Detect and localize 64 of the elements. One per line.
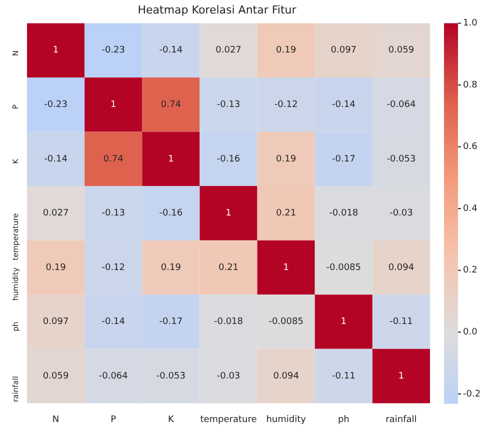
data-label: -0.11 bbox=[332, 371, 356, 382]
color-bar-label: 1.0 bbox=[463, 18, 478, 29]
data-label: 0.19 bbox=[160, 262, 182, 273]
data-label: 0.74 bbox=[160, 100, 182, 110]
data-label: -0.064 bbox=[98, 371, 128, 382]
data-label: 1 bbox=[340, 317, 347, 328]
data-label: -0.14 bbox=[159, 46, 183, 56]
data-label: 0.094 bbox=[388, 262, 414, 273]
data-label: -0.17 bbox=[332, 154, 356, 164]
x-tick-label: P bbox=[110, 414, 117, 425]
data-label: 0.19 bbox=[46, 262, 66, 273]
data-label: 0.21 bbox=[276, 208, 296, 219]
color-bar-label: 0.2 bbox=[463, 266, 478, 276]
data-label: -0.12 bbox=[102, 262, 126, 273]
data-label: -0.018 bbox=[329, 208, 358, 219]
x-tick-label: N bbox=[52, 414, 60, 425]
data-label: -0.018 bbox=[214, 317, 244, 328]
data-label: -0.053 bbox=[386, 154, 416, 164]
x-tick-label: temperature bbox=[200, 414, 258, 425]
data-label: 0.097 bbox=[330, 46, 357, 56]
data-label: 0.19 bbox=[276, 154, 296, 164]
color-bar-label: 0.8 bbox=[463, 80, 478, 90]
data-label: 1 bbox=[226, 208, 232, 219]
color-bar-label: 0.6 bbox=[463, 142, 478, 152]
data-label: 1 bbox=[110, 100, 116, 110]
chart-title: Heatmap Korelasi Antar Fitur bbox=[138, 3, 297, 16]
data-label: -0.03 bbox=[216, 371, 240, 382]
data-label: -0.11 bbox=[390, 317, 413, 328]
data-label: -0.13 bbox=[102, 208, 126, 219]
x-tick-label: rainfall bbox=[386, 414, 417, 425]
data-label: 1 bbox=[52, 46, 59, 56]
data-label: 0.094 bbox=[273, 371, 300, 382]
data-label: 1 bbox=[283, 262, 289, 273]
data-label: -0.14 bbox=[102, 317, 126, 328]
data-label: 0.097 bbox=[42, 317, 69, 328]
data-label: -0.0085 bbox=[326, 262, 362, 273]
data-label: -0.053 bbox=[156, 371, 186, 382]
data-label: 0.059 bbox=[388, 46, 414, 56]
data-label: 1 bbox=[398, 371, 404, 382]
data-label: 0.027 bbox=[216, 46, 242, 56]
data-label: -0.14 bbox=[332, 100, 356, 110]
data-label: -0.23 bbox=[44, 100, 68, 110]
data-label: -0.23 bbox=[102, 46, 126, 56]
x-tick-label: humidity bbox=[266, 414, 307, 425]
data-label: -0.16 bbox=[216, 154, 240, 164]
data-label: 0.21 bbox=[218, 262, 239, 273]
data-label: -0.12 bbox=[274, 100, 298, 110]
data-label: -0.064 bbox=[386, 100, 416, 110]
data-label: 0.059 bbox=[42, 371, 69, 382]
data-label: -0.17 bbox=[159, 317, 183, 328]
data-label: -0.13 bbox=[216, 100, 240, 110]
color-bar-label: 0.4 bbox=[463, 204, 478, 214]
data-label: 0.74 bbox=[103, 154, 124, 164]
data-label: 0.027 bbox=[42, 208, 69, 219]
data-label: -0.16 bbox=[159, 208, 183, 219]
x-tick-label: K bbox=[168, 414, 175, 425]
color-bar-label: 0.0 bbox=[463, 327, 478, 338]
data-label: 1 bbox=[168, 154, 174, 164]
x-tick-label: ph bbox=[338, 414, 350, 425]
data-label: -0.03 bbox=[390, 208, 413, 219]
data-label: -0.0085 bbox=[268, 317, 304, 328]
color-bar-label: -0.2 bbox=[463, 389, 481, 400]
data-label: -0.14 bbox=[44, 154, 68, 164]
data-label: 0.19 bbox=[276, 46, 296, 56]
